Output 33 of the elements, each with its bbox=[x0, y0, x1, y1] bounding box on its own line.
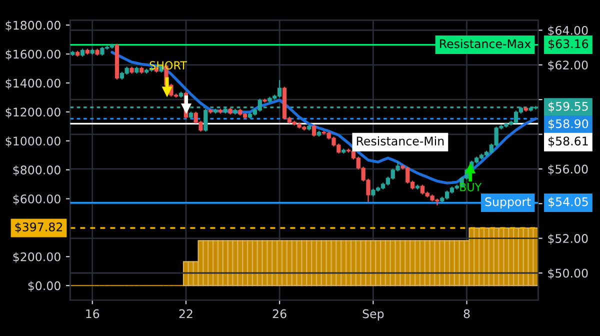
text: $397.82 bbox=[15, 222, 62, 233]
y-tick-label: $1600.00 bbox=[6, 50, 60, 60]
x-tick-label: 16 bbox=[86, 309, 100, 318]
text: $58.90 bbox=[548, 119, 588, 130]
ref-line-label: Resistance-Max bbox=[440, 39, 531, 48]
y-tick-label: $1000.00 bbox=[6, 136, 60, 148]
text: $54.05 bbox=[548, 197, 588, 208]
y-tick-label: $200.00 bbox=[13, 252, 60, 263]
line-series bbox=[110, 50, 538, 184]
y-tick-label: $800.00 bbox=[13, 165, 60, 176]
y-tick-label: $1800.00 bbox=[6, 20, 60, 32]
text: $58.61 bbox=[548, 136, 588, 148]
y-tick-label: $0.00 bbox=[28, 281, 60, 292]
annotation: SHORT bbox=[150, 61, 187, 70]
ref-line-label: Support bbox=[485, 197, 531, 208]
candlestick bbox=[312, 124, 316, 138]
text: $63.16 bbox=[548, 39, 588, 50]
text: $59.55 bbox=[548, 102, 588, 112]
x-tick-label: Sep bbox=[362, 309, 384, 320]
y2-tick-label: $56.00 bbox=[548, 164, 588, 176]
y-tick-label: $600.00 bbox=[13, 194, 60, 205]
annotation: BUY bbox=[460, 183, 482, 192]
y-tick-label: $1400.00 bbox=[6, 78, 60, 90]
y-tick-label: $1200.00 bbox=[6, 107, 60, 118]
y2-tick-label: $64.00 bbox=[548, 26, 588, 36]
y2-tick-label: $52.00 bbox=[548, 234, 588, 245]
ref-line-label: Resistance-Min bbox=[356, 136, 444, 146]
candlestick bbox=[204, 108, 208, 132]
y2-tick-label: $50.00 bbox=[548, 268, 588, 280]
x-tick-label: 22 bbox=[179, 309, 192, 318]
x-tick-label: 8 bbox=[464, 309, 470, 318]
x-tick-label: 26 bbox=[272, 309, 286, 318]
y2-tick-label: $62.00 bbox=[548, 60, 588, 72]
